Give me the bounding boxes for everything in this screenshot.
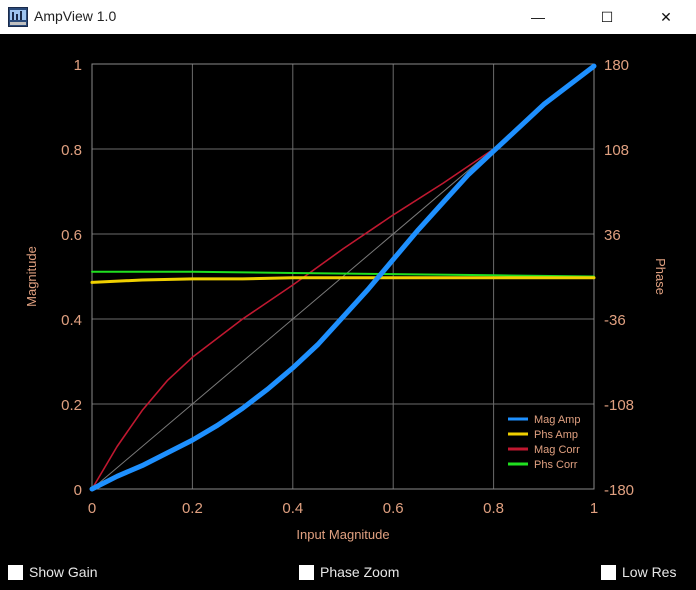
x-tick-label: 0.4 (282, 500, 303, 517)
close-icon: ✕ (660, 8, 672, 25)
maximize-icon: ☐ (600, 8, 614, 25)
x-tick-label: 0.2 (182, 500, 203, 517)
y-tick-label: 0.6 (61, 227, 82, 244)
minimize-button[interactable]: — (515, 0, 561, 34)
y-axis-label: Magnitude (24, 246, 39, 307)
y2-tick-label: 108 (604, 142, 629, 159)
y2-tick-label: 180 (604, 57, 629, 74)
window-title: AmpView 1.0 (34, 8, 117, 24)
show-gain-label: Show Gain (29, 564, 98, 580)
y-tick-label: 0.8 (61, 142, 82, 159)
y2-tick-label: -36 (604, 312, 626, 329)
series-line-mag-amp (89, 63, 597, 492)
series-line-phs-corr (91, 270, 595, 278)
checkbox-icon[interactable] (601, 564, 616, 580)
y-tick-label: 0.2 (61, 397, 82, 414)
legend-label: Mag Amp (534, 414, 580, 426)
close-button[interactable]: ✕ (643, 0, 689, 34)
legend-label: Mag Corr (534, 444, 580, 456)
legend-label: Phs Amp (534, 429, 578, 441)
phase-zoom-label: Phase Zoom (320, 564, 400, 580)
x-tick-label: 1 (590, 500, 598, 517)
series-line-phs-amp (90, 276, 596, 284)
phase-zoom-checkbox[interactable]: Phase Zoom (299, 564, 399, 580)
show-gain-checkbox[interactable]: Show Gain (8, 564, 97, 580)
y-tick-label: 1 (74, 57, 82, 74)
low-res-label: Low Res (622, 564, 677, 580)
series-line-mag-corr (91, 148, 495, 490)
y2-tick-label: -108 (604, 397, 634, 414)
checkbox-icon[interactable] (8, 564, 23, 580)
checkbox-icon[interactable] (299, 564, 314, 580)
x-tick-label: 0 (88, 500, 96, 517)
y2-tick-label: 36 (604, 227, 621, 244)
amp-chart: 0 0.2 0.4 0.6 0.8 1 0 0.2 0.4 0.6 0.8 1 -180 -108 -36 3… (24, 57, 668, 542)
legend-label: Phs Corr (534, 459, 578, 471)
maximize-button[interactable]: ☐ (584, 0, 630, 34)
y-tick-label: 0 (74, 482, 82, 499)
bottom-bar (0, 550, 696, 590)
x-axis-label: Input Magnitude (296, 527, 389, 542)
x-tick-label: 0.8 (483, 500, 504, 517)
x-tick-label: 0.6 (383, 500, 404, 517)
app-icon (8, 7, 28, 27)
y2-axis-label: Phase (653, 258, 668, 295)
title-bar: AmpView 1.0 — ☐ ✕ (0, 0, 696, 34)
low-res-checkbox[interactable]: Low Res (601, 564, 676, 580)
y2-tick-label: -180 (604, 482, 634, 499)
y-tick-label: 0.4 (61, 312, 82, 329)
minimize-icon: — (531, 9, 545, 25)
